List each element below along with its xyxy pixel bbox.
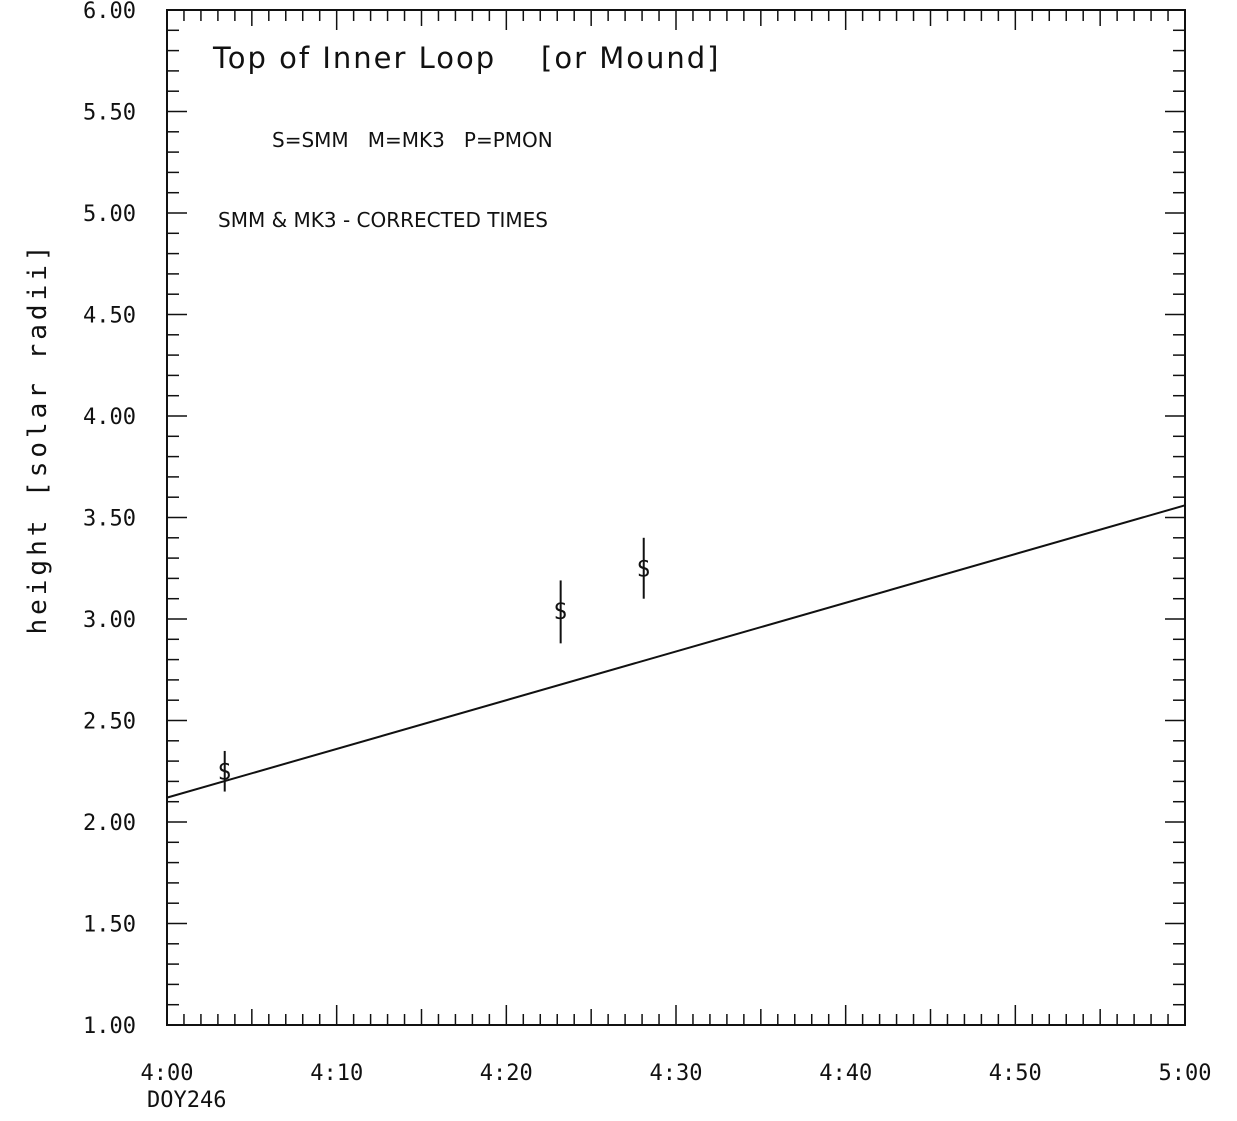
x-tick-label: 4:20 xyxy=(480,1061,533,1086)
y-tick-labels: 1.00 1.50 2.00 2.50 3.00 3.50 4.00 4.50 5.00 5.50… xyxy=(83,0,136,1039)
y-tick-label: 2.00 xyxy=(83,811,136,836)
x-tick-label: 4:00 xyxy=(141,1061,194,1086)
data-points: S S S xyxy=(218,537,650,792)
y-tick-label: 3.50 xyxy=(83,507,136,532)
x-tick-label: 4:40 xyxy=(819,1061,872,1086)
axis-ticks xyxy=(166,9,1186,1026)
y-tick-label: 3.00 xyxy=(83,608,136,633)
chart-title: Top of Inner Loop [or Mound] xyxy=(212,41,720,75)
data-point-marker: S xyxy=(637,557,650,582)
y-tick-label: 4.00 xyxy=(83,405,136,430)
x-tick-label: 4:10 xyxy=(310,1061,363,1086)
data-point-marker: S xyxy=(218,760,231,785)
y-tick-label: 5.00 xyxy=(83,202,136,227)
plot-frame xyxy=(166,9,1186,1026)
y-tick-label: 2.50 xyxy=(83,710,136,735)
legend-key: S=SMM M=MK3 P=PMON xyxy=(272,128,553,152)
y-tick-label: 1.50 xyxy=(83,913,136,938)
x-tick-label: 5:00 xyxy=(1159,1061,1212,1086)
x-tick-label: 4:50 xyxy=(989,1061,1042,1086)
y-tick-label: 4.50 xyxy=(83,304,136,329)
data-point-marker: S xyxy=(554,600,567,625)
x-tick-labels: 4:00 4:10 4:20 4:30 4:40 4:50 5:00 xyxy=(141,1061,1212,1086)
y-tick-label: 6.00 xyxy=(83,0,136,24)
fit-line xyxy=(166,504,1186,799)
y-tick-label: 1.00 xyxy=(83,1014,136,1039)
y-axis-title: height [solar radii] xyxy=(23,241,53,634)
y-tick-label: 5.50 xyxy=(83,101,136,126)
fit-line-group xyxy=(166,504,1186,799)
corrected-times-note: SMM & MK3 - CORRECTED TIMES xyxy=(218,208,548,232)
x-axis-title: DOY246 xyxy=(147,1088,226,1113)
x-tick-label: 4:30 xyxy=(650,1061,703,1086)
